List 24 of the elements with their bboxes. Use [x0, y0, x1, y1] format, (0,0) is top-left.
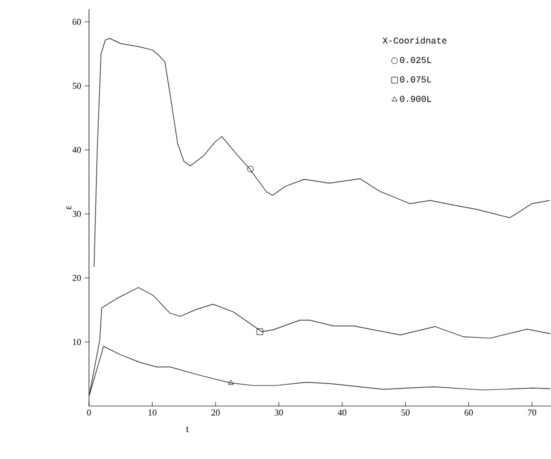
- x-tick-label: 30: [274, 410, 284, 416]
- x-axis-title: t: [186, 426, 189, 432]
- y-tick-label: 50: [72, 82, 81, 89]
- x-tick-label: 20: [211, 410, 220, 416]
- y-axis-title: ε: [66, 206, 72, 210]
- legend-label: 0.075L: [400, 76, 432, 82]
- x-tick-label: 0: [87, 410, 91, 416]
- x-tick-label: 50: [401, 410, 410, 416]
- point: [228, 380, 234, 385]
- point: [247, 166, 254, 172]
- y-tick-label: 60: [72, 18, 81, 25]
- x-tick-label: 70: [528, 410, 536, 416]
- point: [256, 328, 264, 335]
- legend-title: X-Cooridnate: [382, 37, 446, 44]
- line-series: [94, 38, 550, 268]
- y-tick-label: 30: [72, 210, 81, 217]
- y-tick-label: 20: [72, 274, 81, 281]
- x-tick-label: 10: [148, 410, 156, 416]
- y-tick-label: 40: [72, 146, 81, 153]
- legend-label: 0.025L: [400, 56, 432, 64]
- x-tick-label: 60: [464, 410, 473, 416]
- legend-label: 0.900L: [400, 96, 432, 102]
- x-tick-label: 40: [338, 410, 346, 416]
- y-tick-label: 10: [73, 338, 81, 345]
